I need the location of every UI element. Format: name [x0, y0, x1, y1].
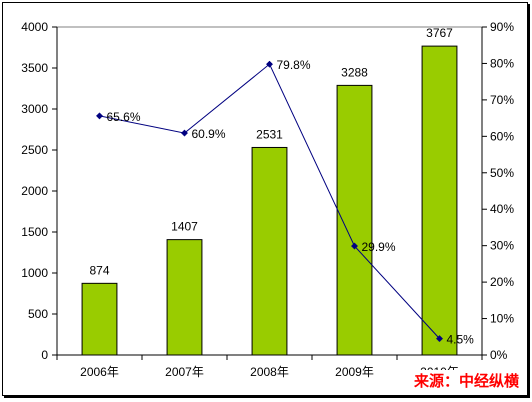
x-axis-tick-label: 2009年: [335, 365, 374, 379]
line-point: [265, 60, 274, 68]
line-data-label: 65.6%: [107, 110, 141, 124]
right-axis-tick-label: 50%: [490, 166, 514, 180]
line-point: [350, 242, 359, 250]
chart-container: 0 500 1000 1500 2000 2500 3000 3500 4000 0% 10% 20%…: [2, 2, 528, 396]
bar-data-label: 3288: [341, 65, 368, 79]
right-axis-tick-label: 40%: [490, 202, 514, 216]
combo-chart: 0 500 1000 1500 2000 2500 3000 3500 4000 0% 10% 20%…: [21, 20, 514, 379]
right-axis-tick-label: 0%: [490, 348, 508, 362]
bar-data-label: 2531: [256, 127, 283, 141]
left-axis-tick-label: 2000: [21, 184, 48, 198]
line-data-label: 4.5%: [447, 333, 475, 347]
x-axis-tick-label: 2006年: [80, 365, 119, 379]
right-axis-tick-label: 70%: [490, 93, 514, 107]
bar: [81, 282, 118, 356]
bar: [251, 146, 288, 356]
bar-data-label: 1407: [171, 220, 198, 234]
left-axis-tick-label: 4000: [21, 20, 48, 34]
left-axis-tick-label: 1000: [21, 266, 48, 280]
line-point: [435, 335, 444, 343]
right-axis-tick-label: 90%: [490, 20, 514, 34]
left-axis-tick-label: 3000: [21, 102, 48, 116]
right-axis-tick-label: 20%: [490, 275, 514, 289]
right-axis-tick-label: 30%: [490, 239, 514, 253]
line-point: [180, 129, 189, 137]
source-label: 来源：中经纵横: [413, 370, 519, 391]
left-axis-tick-label: 1500: [21, 225, 48, 239]
x-axis-tick-label: 2007年: [165, 365, 204, 379]
bar: [421, 45, 458, 356]
left-axis-tick-label: 3500: [21, 61, 48, 75]
x-axis-tick-label: 2008年: [250, 365, 289, 379]
line-data-label: 60.9%: [192, 127, 226, 141]
line-data-label: 29.9%: [362, 240, 396, 254]
right-axis-tick-label: 60%: [490, 129, 514, 143]
line-point: [95, 112, 104, 120]
bar: [166, 239, 203, 356]
bar-data-label: 874: [89, 263, 109, 277]
left-axis-tick-label: 0: [41, 348, 48, 362]
right-axis-tick-label: 80%: [490, 56, 514, 70]
bar-data-label: 3767: [426, 26, 453, 40]
line-data-label: 79.8%: [277, 58, 311, 72]
left-axis-tick-label: 500: [28, 307, 48, 321]
left-axis-tick-label: 2500: [21, 143, 48, 157]
right-axis-tick-label: 10%: [490, 312, 514, 326]
